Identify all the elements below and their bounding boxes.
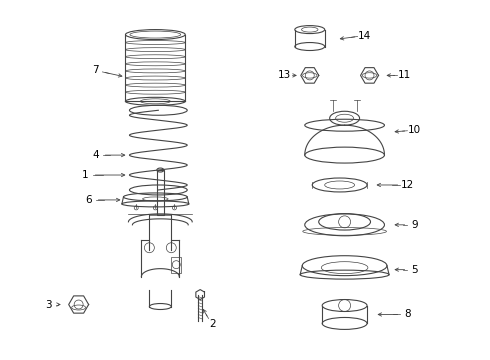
Text: 13: 13 bbox=[278, 71, 292, 80]
Bar bbox=[157, 170, 164, 215]
Text: 6: 6 bbox=[85, 195, 92, 205]
Text: 11: 11 bbox=[398, 71, 411, 80]
Text: 12: 12 bbox=[401, 180, 414, 190]
Text: 9: 9 bbox=[411, 220, 417, 230]
Text: 3: 3 bbox=[46, 300, 52, 310]
Text: 5: 5 bbox=[411, 265, 417, 275]
Text: 2: 2 bbox=[209, 319, 216, 329]
Text: 14: 14 bbox=[358, 31, 371, 41]
Text: 4: 4 bbox=[92, 150, 99, 160]
Text: 7: 7 bbox=[92, 66, 99, 76]
Text: 10: 10 bbox=[408, 125, 421, 135]
Bar bbox=[172, 257, 181, 273]
Text: 8: 8 bbox=[404, 310, 411, 319]
Text: 1: 1 bbox=[82, 170, 89, 180]
